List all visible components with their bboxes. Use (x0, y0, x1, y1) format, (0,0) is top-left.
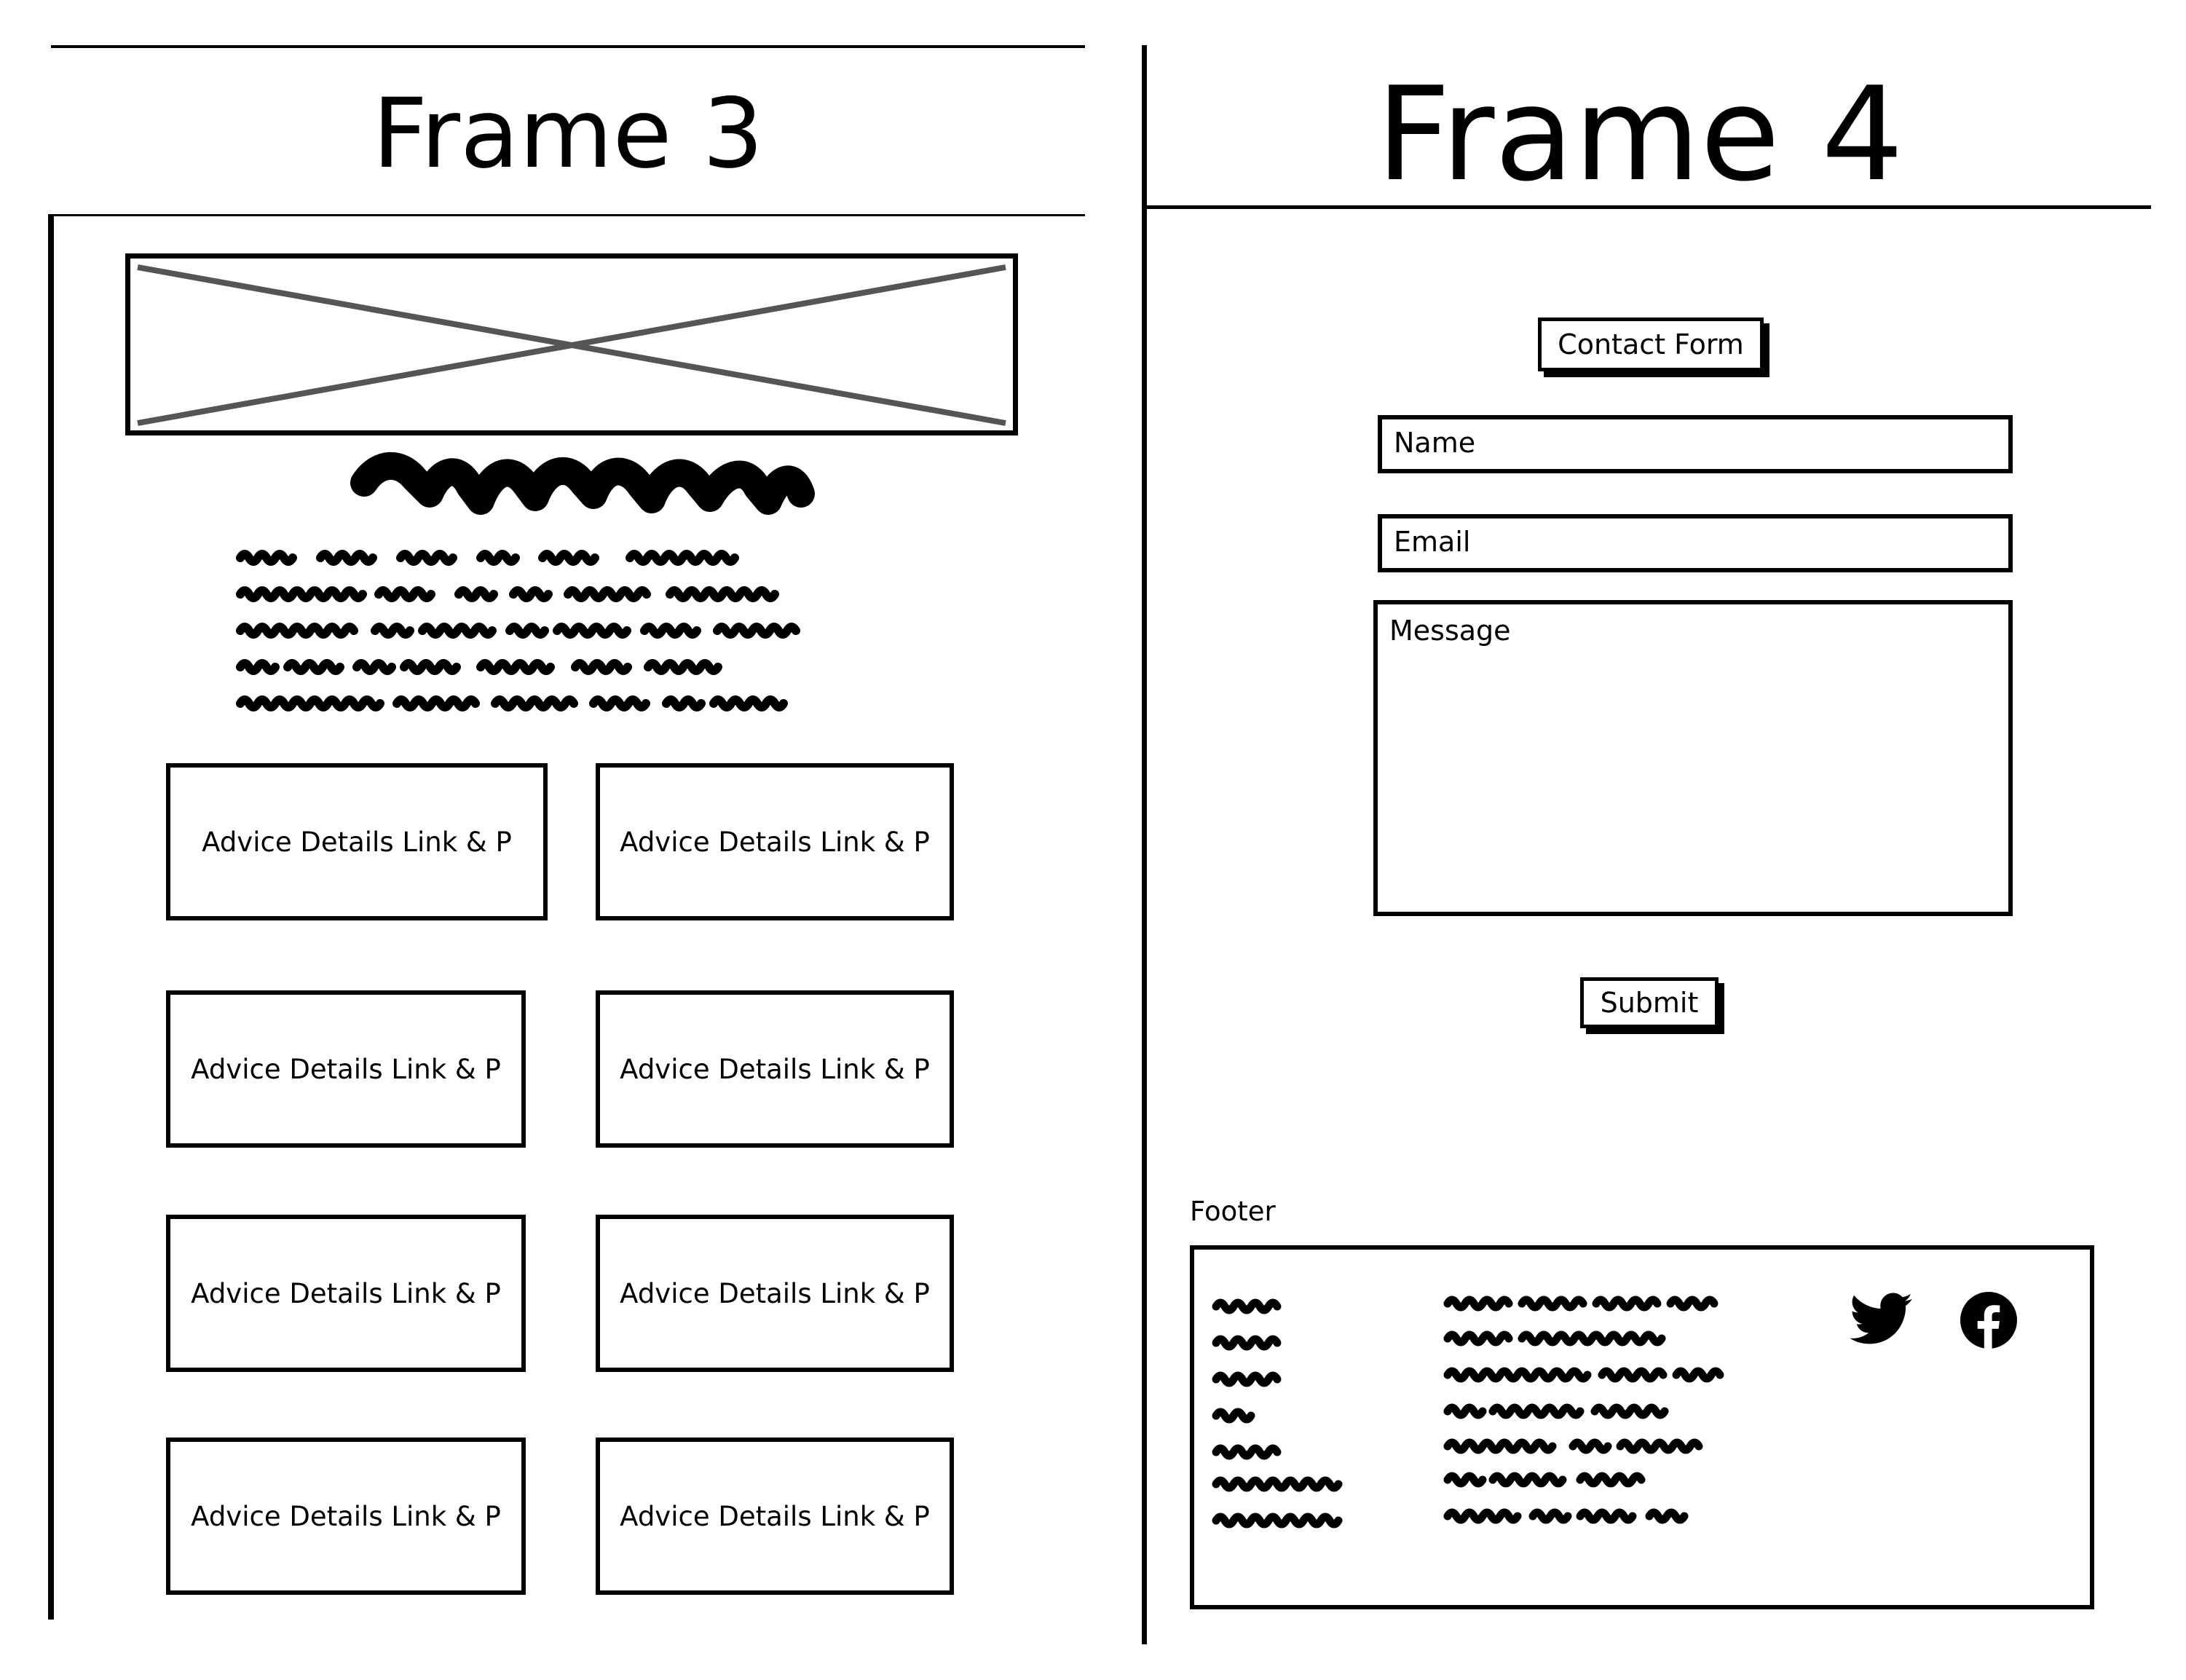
name-field[interactable]: Name (1378, 415, 2013, 473)
message-field[interactable]: Message (1373, 600, 2013, 916)
frame3-header-rule (51, 214, 1085, 216)
hero-image-placeholder (125, 253, 1018, 435)
advice-card[interactable]: Advice Details Link & P (596, 990, 954, 1148)
advice-card[interactable]: Advice Details Link & P (596, 763, 954, 920)
footer-links-scribble (1212, 1298, 1343, 1529)
contact-form-label: Contact Form (1538, 318, 1764, 371)
advice-card[interactable]: Advice Details Link & P (166, 763, 548, 920)
advice-card[interactable]: Advice Details Link & P (166, 1438, 526, 1595)
footer-text-scribble (1443, 1296, 1724, 1524)
frame-divider (1142, 45, 1147, 1644)
facebook-icon[interactable] (1960, 1292, 2017, 1349)
advice-card[interactable]: Advice Details Link & P (166, 990, 526, 1148)
paragraph-scribble (236, 550, 800, 711)
frame4-title: Frame 4 (1376, 59, 1904, 210)
frame4-header-rule (1145, 205, 2151, 209)
footer-label: Footer (1190, 1196, 1276, 1227)
twitter-icon[interactable] (1850, 1292, 1912, 1346)
frame3-title: Frame 3 (372, 78, 764, 190)
placeholder-cross-icon (137, 264, 1006, 426)
frame3-left-edge (48, 214, 54, 1620)
advice-card[interactable]: Advice Details Link & P (166, 1215, 526, 1372)
submit-button[interactable]: Submit (1580, 977, 1719, 1028)
frame3-top-rule (51, 45, 1085, 48)
email-field[interactable]: Email (1378, 514, 2013, 572)
heading-scribble (350, 451, 815, 515)
advice-card[interactable]: Advice Details Link & P (596, 1215, 954, 1372)
footer-box (1190, 1245, 2094, 1609)
advice-card[interactable]: Advice Details Link & P (596, 1438, 954, 1595)
